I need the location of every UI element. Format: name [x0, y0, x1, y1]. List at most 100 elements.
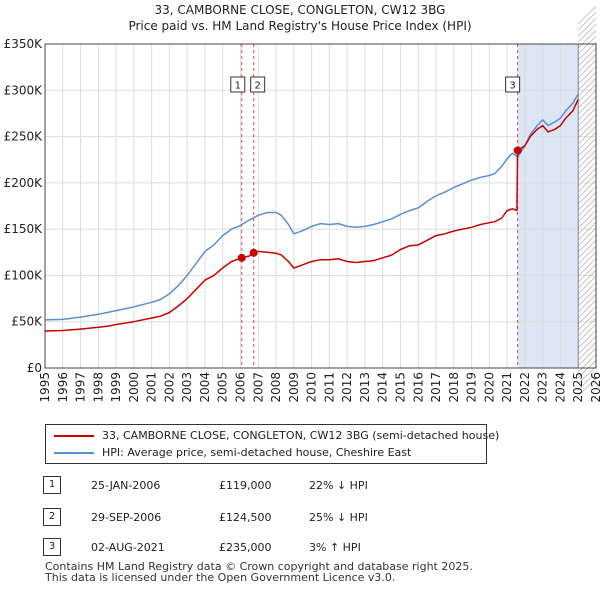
future-hatch-line [577, 209, 597, 229]
future-hatch-line [577, 203, 597, 223]
y-tick-label: £100K [4, 268, 44, 282]
price-chart: 1 2 3 £0 £50K £100K £150K £200K £250K £300K £350K 1… [4, 5, 600, 403]
post-sale-shade [517, 44, 579, 368]
future-hatch-line [577, 47, 597, 67]
x-tick-label: 1999 [109, 372, 123, 403]
future-hatch-line [577, 71, 597, 91]
future-hatch-line [577, 89, 597, 109]
future-hatch-line [577, 281, 597, 301]
future-hatch-line [577, 59, 597, 79]
sale-number-badge: 1 [43, 476, 61, 494]
x-tick-label: 1995 [38, 372, 52, 403]
x-tick-label: 2016 [411, 372, 425, 403]
sale-marker-box-1 [230, 76, 246, 93]
future-hatch-line [577, 143, 597, 163]
future-hatch-line [577, 311, 597, 331]
future-hatch-line [577, 299, 597, 319]
legend-swatch-property [54, 435, 94, 437]
future-hatch-line [577, 347, 597, 367]
x-tick-label: 2003 [180, 372, 194, 403]
x-tick-label: 2020 [482, 372, 496, 403]
future-hatch-line [577, 251, 597, 271]
sale-hpi-diff: 3% ↑ HPI [309, 541, 361, 554]
sale-point-2 [249, 248, 258, 257]
sale-marker-label-2: 2 [254, 81, 260, 92]
y-tick-label: £350K [4, 37, 44, 51]
x-tick-label: 1996 [56, 372, 70, 403]
future-hatch-line [577, 173, 597, 193]
x-tick-label: 2026 [589, 372, 600, 403]
future-hatch-line [577, 293, 597, 313]
x-tick-label: 2022 [518, 372, 532, 403]
x-tick-label: 2007 [251, 372, 265, 403]
future-hatch-line [577, 149, 597, 169]
x-tick-label: 2011 [322, 372, 336, 403]
future-hatch-line [577, 227, 597, 247]
plot-frame [44, 43, 597, 369]
future-hatch-line [577, 245, 597, 265]
sale-marker-box-2 [250, 76, 266, 93]
future-hatch-line [577, 197, 597, 217]
sale-hpi-diff: 25% ↓ HPI [309, 511, 368, 524]
future-hatch-line [577, 335, 597, 355]
future-hatch-line [577, 377, 597, 397]
future-hatch-line [577, 53, 597, 73]
future-hatch-line [577, 179, 597, 199]
y-tick-label: £300K [4, 83, 44, 97]
future-hatch-line [577, 371, 597, 391]
future-hatch-line [577, 17, 597, 37]
x-tick-label: 2015 [393, 372, 407, 403]
x-tick-label: 2004 [198, 372, 212, 403]
x-tick-label: 2018 [447, 372, 461, 403]
x-tick-label: 1998 [91, 372, 105, 403]
x-tick-label: 2005 [216, 372, 230, 403]
future-hatch-line [577, 101, 597, 121]
future-hatch-line [577, 269, 597, 289]
legend-label-property: 33, CAMBORNE CLOSE, CONGLETON, CW12 3BG … [102, 429, 500, 442]
chart-title: 33, CAMBORNE CLOSE, CONGLETON, CW12 3BG [154, 3, 446, 17]
future-hatch-line [577, 287, 597, 307]
x-tick-label: 2019 [465, 372, 479, 403]
x-tick-label: 2013 [358, 372, 372, 403]
future-hatch-line [577, 353, 597, 373]
future-hatch-line [577, 35, 597, 55]
sale-marker-box-3 [505, 76, 521, 93]
future-hatch-line [577, 155, 597, 175]
future-hatch-line [577, 77, 597, 97]
x-tick-label: 2000 [127, 372, 141, 403]
future-hatch-line [577, 131, 597, 151]
sale-price: £124,500 [219, 511, 272, 524]
series-line-hpi [44, 93, 579, 321]
sale-number-badge: 3 [43, 538, 61, 556]
x-tick-label: 2002 [162, 372, 176, 403]
future-hatch-line [577, 239, 597, 259]
legend-label-hpi: HPI: Average price, semi-detached house,… [102, 446, 412, 459]
future-hatch-line [577, 95, 597, 115]
future-hatch-line [577, 263, 597, 283]
future-hatch-line [577, 185, 597, 205]
future-hatch-line [577, 83, 597, 103]
series-line-property [44, 99, 579, 332]
y-tick-label: £150K [4, 222, 44, 236]
future-hatch-line [577, 5, 597, 25]
footer-copyright: Contains HM Land Registry data © Crown c… [45, 560, 473, 573]
y-tick-label: £200K [4, 176, 44, 190]
future-hatch-line [577, 137, 597, 157]
x-tick-label: 2009 [287, 372, 301, 403]
future-hatch-line [577, 323, 597, 343]
future-hatch-line [577, 359, 597, 379]
future-hatch-line [577, 257, 597, 277]
sale-date: 25-JAN-2006 [91, 479, 161, 492]
future-hatch-line [577, 41, 597, 61]
future-hatch-line [577, 341, 597, 361]
x-tick-label: 2017 [429, 372, 443, 403]
sale-hpi-diff: 22% ↓ HPI [309, 479, 368, 492]
sale-price: £235,000 [219, 541, 272, 554]
x-tick-label: 2001 [145, 372, 159, 403]
future-hatch-line [577, 221, 597, 241]
future-hatch-line [577, 11, 597, 31]
x-tick-label: 2014 [376, 372, 390, 403]
sale-point-1 [237, 253, 246, 262]
future-hatch-line [577, 65, 597, 85]
x-tick-label: 2024 [553, 372, 567, 403]
